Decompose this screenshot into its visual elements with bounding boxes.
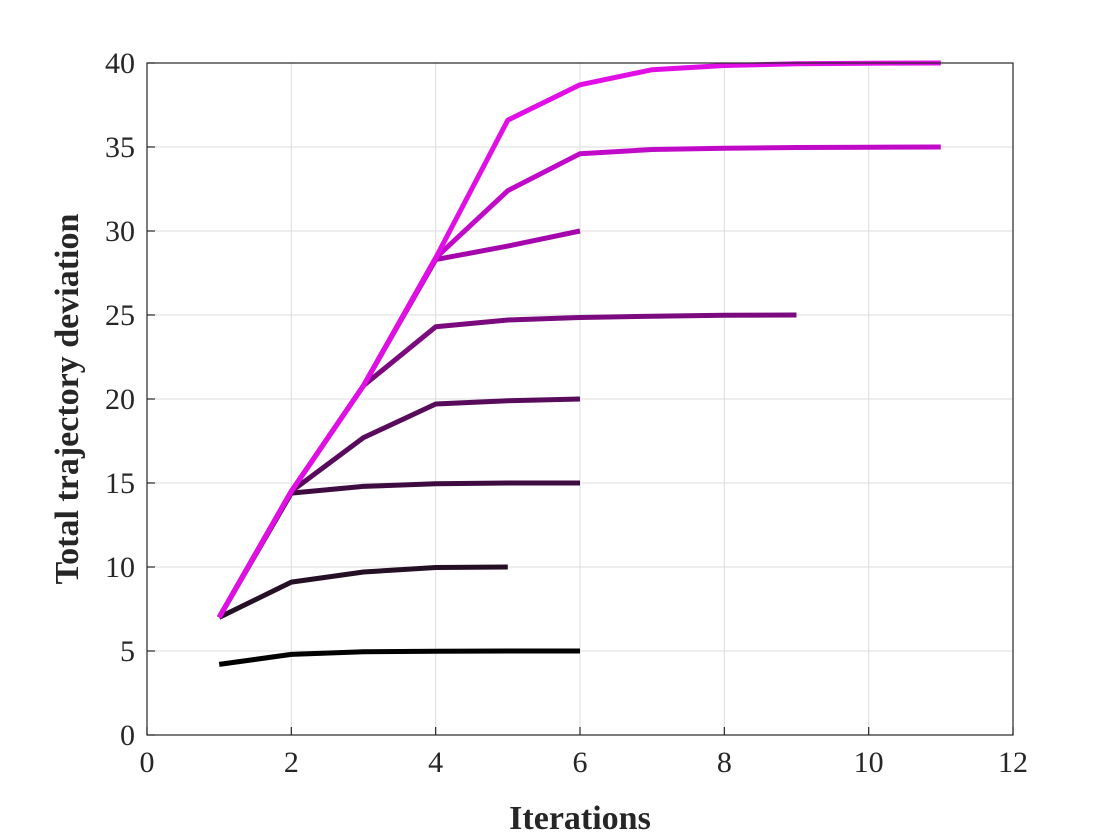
x-tick-label: 10: [854, 746, 884, 779]
x-tick-label: 12: [998, 746, 1028, 779]
x-tick-label: 0: [140, 746, 155, 779]
x-tick-label: 8: [717, 746, 732, 779]
series-line-2: [218, 564, 508, 620]
x-tick-label: 4: [428, 746, 443, 779]
y-tick-label: 40: [105, 47, 135, 80]
series-line-1: [218, 648, 580, 667]
y-tick-label: 5: [120, 635, 135, 668]
y-ticks: 0 5 10 15 20 25 30 35 40: [105, 47, 155, 752]
y-tick-label: 20: [105, 383, 135, 416]
y-tick-label: 10: [105, 551, 135, 584]
y-tick-label: 25: [105, 299, 135, 332]
x-tick-label: 6: [573, 746, 588, 779]
y-tick-label: 0: [120, 719, 135, 752]
y-tick-label: 30: [105, 215, 135, 248]
y-tick-label: 35: [105, 131, 135, 164]
x-ticks: 0 2 4 6 8 10 12: [140, 727, 1028, 779]
x-axis-label: Iterations: [509, 800, 651, 837]
x-tick-label: 2: [284, 746, 299, 779]
y-tick-label: 15: [105, 467, 135, 500]
y-axis-label: Total trajectory deviation: [49, 214, 86, 585]
